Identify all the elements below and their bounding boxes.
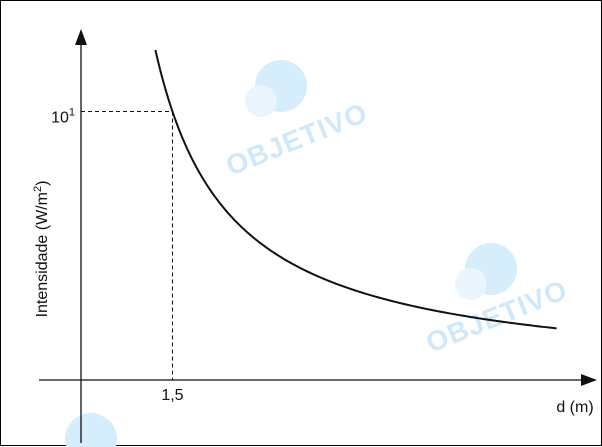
y-tick-base: 10 [51,110,69,127]
watermark-logo-top: OBJETIVO [222,60,372,182]
y-axis-label-exponent: 2 [32,186,44,192]
y-axis-label-close: ) [34,181,51,186]
x-tick-label: 1,5 [161,387,183,404]
y-tick-label: 101 [51,107,75,127]
y-axis-label: Intensidade (W/m2) [32,181,51,318]
watermark-logo-bottom: OBJETIVO [422,243,572,359]
series-curve [154,49,557,330]
y-tick-exponent: 1 [69,107,75,119]
x-axis-arrow [581,374,597,386]
x-axis-label: d (m) [556,399,593,416]
watermark-logo-circle [65,413,117,447]
watermark-text: OBJETIVO [222,97,372,182]
watermark-logo-circle [245,85,277,117]
y-axis-label-main: Intensidade (W/m [34,192,51,317]
watermark-logo-circle [455,268,487,300]
watermark-logo-corner [65,413,117,447]
y-axis-arrow [75,29,87,45]
